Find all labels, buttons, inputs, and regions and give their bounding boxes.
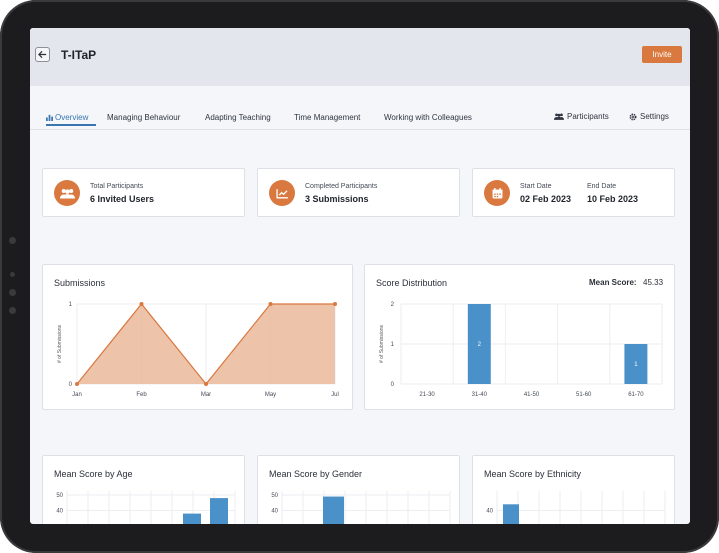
completed-participants-card: Completed Participants 3 Submissions [257, 168, 460, 217]
end-date-value: 10 Feb 2023 [587, 194, 639, 204]
calendar-icon [484, 180, 510, 206]
bar [467, 304, 491, 384]
x-tick-label: Jul [331, 392, 339, 398]
mean-score-label: Mean Score: [589, 278, 637, 287]
score-distribution-chart: 2 1 0 1 2 21-30 31-40 41-50 51-60 61-70 # of Submi… [379, 302, 663, 398]
tab-bar [30, 110, 690, 130]
bar [210, 498, 228, 524]
bar [503, 504, 519, 524]
hardware-button [9, 307, 16, 314]
bar [323, 496, 344, 524]
start-date-label: Start Date [520, 183, 552, 190]
data-point [333, 302, 337, 306]
camera-dot [10, 272, 15, 277]
mean-score-value: 45.33 [643, 278, 664, 287]
gear-icon [629, 113, 637, 120]
participants-link[interactable]: Participants [554, 112, 609, 121]
chart-title: Mean Score by Gender [269, 469, 363, 479]
submissions-card: Submissions 0 1 Jan Feb Mar May Jul # of Submis… [42, 264, 353, 410]
y-tick-label: 0 [69, 382, 73, 388]
y-tick-label: 2 [391, 302, 395, 308]
series-area [77, 304, 335, 384]
chart-title: Mean Score by Age [54, 469, 133, 479]
bar [183, 513, 201, 524]
y-axis-label: # of Submissions [379, 324, 385, 363]
app-screen: T-ITaP Invite Overview Managing Behaviou… [30, 28, 690, 524]
tab-working-with-colleagues[interactable]: Working with Colleagues [384, 113, 472, 122]
x-tick-label: Mar [201, 392, 211, 398]
x-tick-label: May [265, 392, 276, 398]
mean-gender-card: Mean Score by Gender 50 40 30 [257, 455, 460, 524]
x-tick-label: Jan [72, 392, 82, 398]
data-point [139, 302, 144, 306]
tab-time-management[interactable]: Time Management [294, 113, 361, 122]
chart-title: Score Distribution [376, 278, 448, 288]
submissions-chart: 0 1 Jan Feb Mar May Jul # of Submissions [57, 302, 339, 398]
stat-value: 3 Submissions [305, 194, 369, 204]
y-axis-label: # of Submissions [57, 324, 63, 363]
y-tick-label: 50 [56, 493, 63, 499]
x-tick-label: 51-60 [576, 392, 592, 398]
settings-link[interactable]: Settings [629, 112, 669, 121]
date-range-card: Start Date 02 Feb 2023 End Date 10 Feb 2… [472, 168, 675, 217]
y-tick-label: 50 [271, 493, 278, 499]
y-tick-label: 0 [391, 382, 395, 388]
y-tick-label: 1 [69, 302, 73, 308]
chart-title: Mean Score by Ethnicity [484, 469, 582, 479]
total-participants-card: Total Participants 6 Invited Users [42, 168, 245, 217]
settings-label: Settings [640, 112, 669, 121]
hardware-button [9, 237, 16, 244]
bar [624, 344, 648, 384]
y-tick-label: 40 [486, 509, 493, 515]
participants-label: Participants [567, 112, 609, 121]
tab-label: Overview [55, 113, 89, 122]
invite-button[interactable]: Invite [642, 46, 682, 63]
mean-age-card: Mean Score by Age 50 40 30 [42, 455, 245, 524]
hardware-button [9, 289, 16, 296]
y-tick-label: 40 [56, 509, 63, 515]
back-button[interactable] [35, 47, 50, 62]
users-icon [554, 113, 564, 120]
bar-value-label: 1 [634, 362, 638, 368]
page-title: T-ITaP [61, 48, 97, 62]
data-point [268, 302, 273, 306]
arrow-left-icon [38, 50, 47, 59]
x-tick-label: 31-40 [472, 392, 488, 398]
end-date-label: End Date [587, 183, 617, 190]
stat-value: 6 Invited Users [90, 194, 155, 204]
score-distribution-card: Score Distribution Mean Score: 45.33 2 1 0… [364, 264, 675, 410]
active-tab-indicator [46, 124, 96, 126]
chart-line-icon [269, 180, 295, 206]
y-tick-label: 1 [391, 342, 395, 348]
bar-value-label: 2 [478, 342, 482, 348]
tab-overview[interactable]: Overview [46, 113, 88, 122]
start-date-value: 02 Feb 2023 [520, 194, 572, 204]
data-point [75, 382, 79, 386]
tab-adapting-teaching[interactable]: Adapting Teaching [205, 113, 271, 122]
y-tick-label: 40 [271, 509, 278, 515]
tab-managing-behaviour[interactable]: Managing Behaviour [107, 113, 181, 122]
x-tick-label: 41-50 [524, 392, 540, 398]
data-point [204, 382, 208, 386]
x-tick-label: Feb [136, 392, 147, 398]
stat-label: Completed Participants [305, 183, 378, 190]
app-header: T-ITaP Invite [30, 28, 690, 86]
chart-title: Submissions [54, 278, 106, 288]
x-tick-label: 21-30 [419, 392, 435, 398]
mean-ethnicity-card: Mean Score by Ethnicity 40 30 [472, 455, 675, 524]
x-tick-label: 61-70 [628, 392, 644, 398]
stat-label: Total Participants [90, 183, 144, 190]
bar-chart-icon [46, 114, 53, 121]
users-icon [54, 180, 80, 206]
